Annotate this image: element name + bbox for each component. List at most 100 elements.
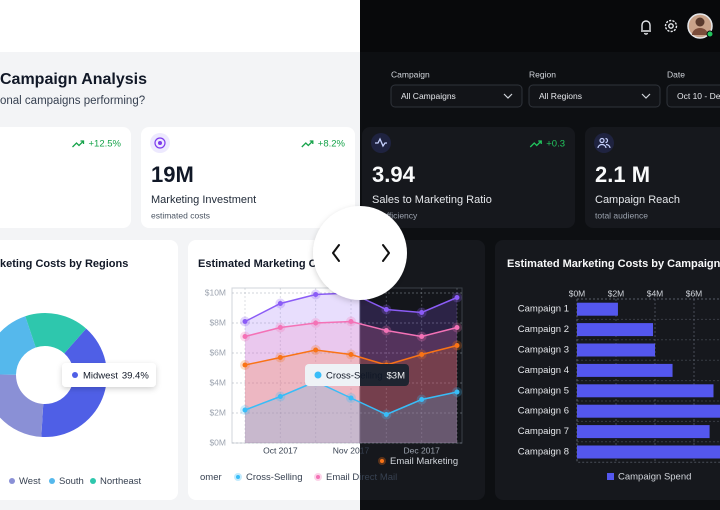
slider-handle[interactable] [313,206,407,300]
y-tick-label: $0M [209,437,226,447]
slide-left[interactable] [332,244,340,262]
filter-label: Date [667,69,685,79]
kpi-change: +8.2% [318,139,346,150]
legend-marker [49,478,55,484]
y-tick-label: Campaign 5 [518,385,569,396]
filter-select[interactable] [390,84,523,108]
kpi-note: estimated costs [151,210,210,220]
kpi-icon [597,137,611,149]
y-tick-label: Campaign 1 [518,304,569,315]
point[interactable] [277,325,283,330]
gear-icon[interactable] [668,23,674,29]
point[interactable] [348,395,354,401]
point[interactable] [277,301,283,306]
bar[interactable] [577,384,714,398]
y-tick-label: $2M [209,407,226,417]
x-tick-label: Nov 2017 [333,445,370,455]
kpi-change: +12.5% [89,139,122,150]
legend-label[interactable]: Northeast [100,476,142,487]
plot-frame [576,298,720,463]
chevron [503,93,513,99]
legend-marker [607,473,614,480]
point[interactable] [383,412,389,417]
legend-label[interactable]: Campaign Spend [618,472,691,483]
light-topbar [0,0,360,52]
bar[interactable] [577,445,720,459]
point[interactable] [313,347,319,353]
point[interactable] [454,389,460,395]
filter-select[interactable] [528,84,661,108]
point[interactable] [419,352,425,357]
point[interactable] [348,352,354,357]
trend-icon [301,140,314,148]
tooltip-marker [72,372,78,378]
point[interactable] [242,407,248,413]
kpi-card [585,127,720,228]
kpi-icon [599,137,605,144]
legend-label[interactable]: West [19,476,41,487]
bell-icon[interactable] [641,20,651,35]
filter-select[interactable] [666,84,720,108]
chevron [641,93,651,99]
point[interactable] [454,325,460,330]
bar[interactable] [577,343,655,357]
kpi-icon-bg [371,133,391,153]
kpi-icon [154,137,166,149]
legend-label[interactable]: Email Marketing [390,456,458,467]
tooltip-category: Midwest [83,370,118,381]
kpi-card [0,127,131,228]
point[interactable] [277,355,283,360]
bar[interactable] [577,425,710,439]
y-tick-label: $8M [209,317,226,327]
point[interactable] [242,319,248,324]
legend-label[interactable]: Email Direct Mail [326,472,397,483]
y-tick-label: Campaign 3 [518,345,569,356]
point[interactable] [419,397,425,402]
point[interactable] [313,292,319,297]
kpi-card [141,127,355,228]
kpi-icon [158,141,162,145]
legend-label[interactable]: omer [200,472,222,483]
point[interactable] [419,310,425,315]
bar[interactable] [577,363,673,377]
donut-slice[interactable] [0,374,44,437]
legend-marker [9,478,15,484]
filter-label: Campaign [391,69,430,79]
bar[interactable] [577,404,720,418]
bar[interactable] [577,323,654,337]
point[interactable] [454,343,460,348]
kpi-card [362,127,575,228]
point[interactable] [348,319,354,324]
legend-marker [236,475,240,479]
legend-label[interactable]: Cross-Selling [246,472,303,483]
point[interactable] [313,320,319,326]
bar[interactable] [577,302,618,316]
avatar-body [692,28,708,35]
x-tick-label: $2M [608,288,625,298]
point[interactable] [383,328,389,333]
legend-marker [380,459,384,463]
donut-slice[interactable] [0,316,36,375]
point[interactable] [419,334,425,339]
point[interactable] [383,307,389,312]
point[interactable] [277,394,283,399]
y-tick-label: Campaign 6 [518,406,569,417]
legend-marker [316,475,320,479]
x-tick-label: Oct 2017 [263,445,298,455]
campaign-chart: Estimated Marketing Costs by Campaign N $… [507,258,720,483]
point[interactable] [242,362,248,368]
x-tick-label: $6M [686,288,703,298]
point[interactable] [454,295,460,300]
compare-slider[interactable] [313,206,407,300]
kpi-note: total audience [595,210,648,220]
y-tick-label: Campaign 8 [518,447,569,458]
donut-slice[interactable] [25,313,87,354]
x-tick-label: $4M [647,288,664,298]
tooltip-bg-light [305,364,360,386]
filter-label: Region [529,69,556,79]
legend-label[interactable]: South [59,476,84,487]
y-tick-label: $6M [209,347,226,357]
slide-right[interactable] [382,244,390,262]
point[interactable] [242,334,248,339]
